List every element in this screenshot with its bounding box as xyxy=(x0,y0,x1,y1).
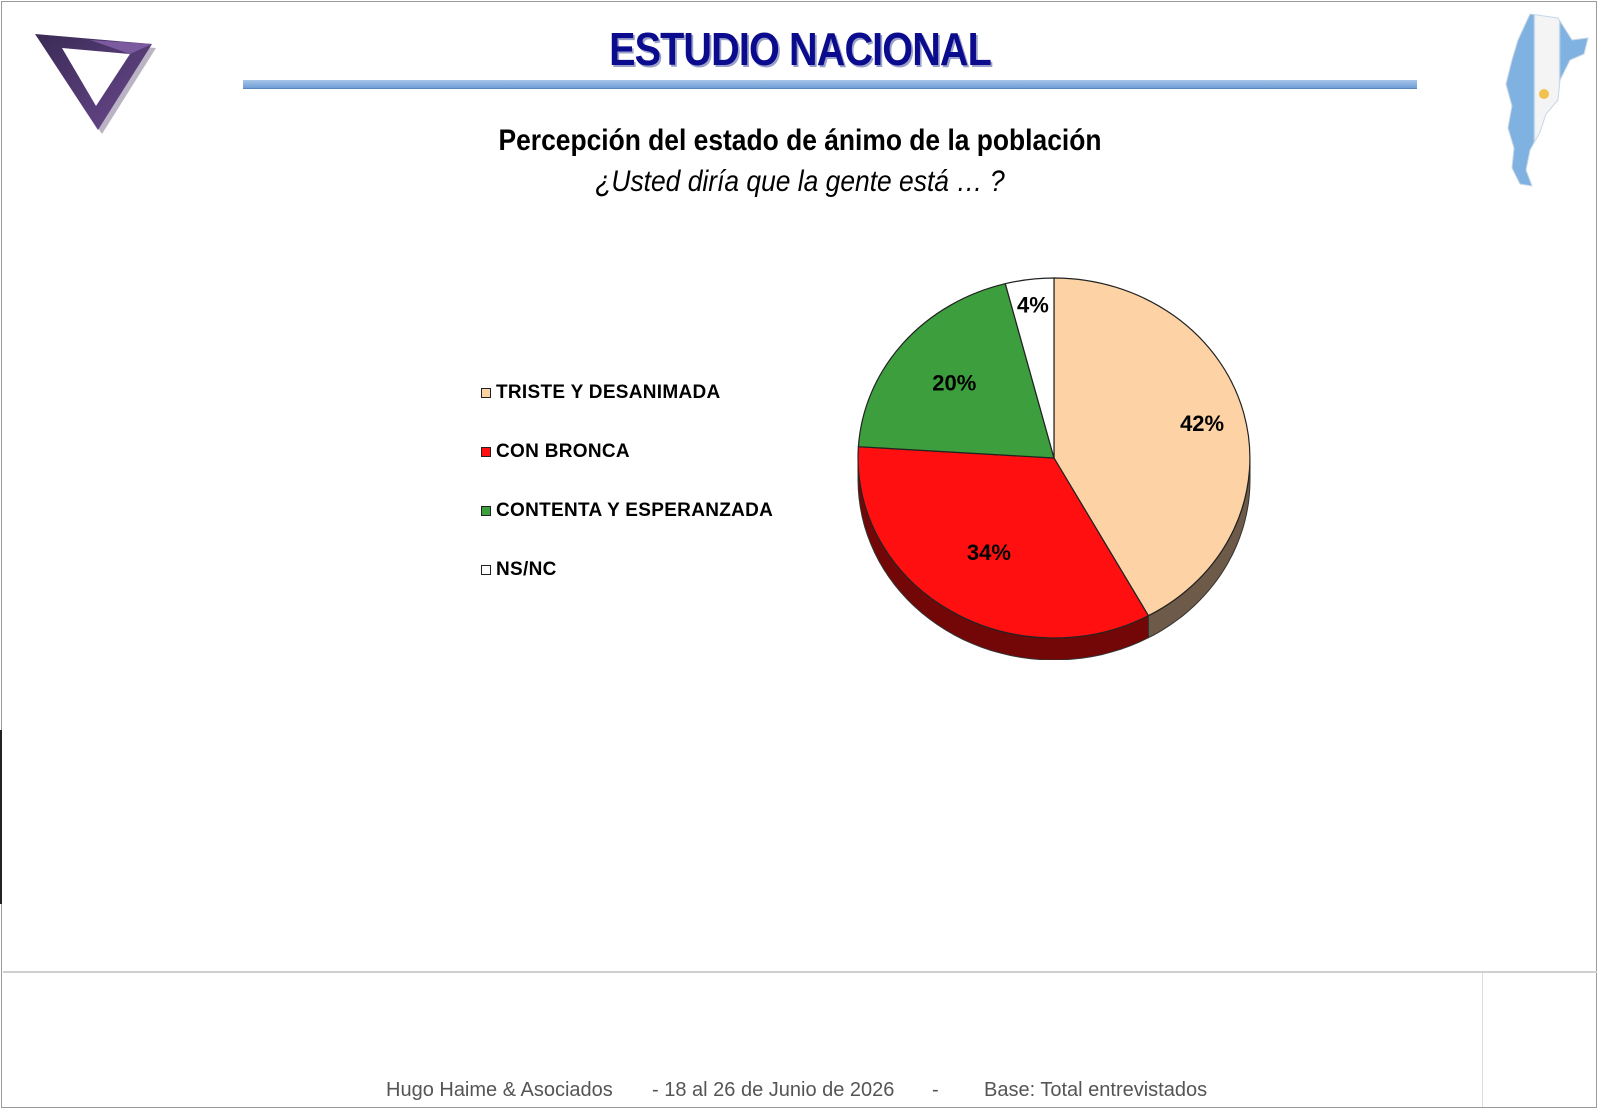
legend-item: CON BRONCA xyxy=(481,441,773,500)
footer-source: Hugo Haime & Asociados xyxy=(386,1079,613,1101)
left-edge-mark xyxy=(0,730,2,904)
footer-dash: - xyxy=(932,1079,939,1101)
pie-slice-label: 42% xyxy=(1180,411,1224,436)
pie-slice xyxy=(857,446,1150,639)
title-underline xyxy=(243,80,1417,89)
pie-slice xyxy=(857,282,1055,459)
footer-base: Base: Total entrevistados xyxy=(984,1079,1208,1101)
chart-title: Percepción del estado de ánimo de la pob… xyxy=(498,124,1102,157)
legend-swatch xyxy=(481,506,491,516)
pie-slice xyxy=(1053,277,1251,617)
pie-slice-label: 34% xyxy=(967,540,1011,565)
legend-item: NS/NC xyxy=(481,559,773,618)
legend-label: CONTENTA Y ESPERANZADA xyxy=(496,500,774,521)
argentina-flag-map-icon xyxy=(1505,13,1589,187)
legend-label: TRISTE Y DESANIMADA xyxy=(496,382,721,403)
chart-subtitle: ¿Usted diría que la gente está … ? xyxy=(595,165,1005,198)
pie-chart: 42% 34% 20% 4% xyxy=(857,277,1251,660)
chart-legend: TRISTE Y DESANIMADA CON BRONCA CONTENTA … xyxy=(481,382,773,618)
legend-label: CON BRONCA xyxy=(496,441,630,462)
legend-swatch xyxy=(481,388,491,398)
pie-slice-label: 4% xyxy=(1017,292,1049,317)
legend-swatch xyxy=(481,447,491,457)
legend-label: NS/NC xyxy=(496,559,557,580)
footer-divider xyxy=(3,971,1597,973)
legend-swatch xyxy=(481,565,491,575)
triangle-logo-icon xyxy=(35,34,156,134)
legend-item: CONTENTA Y ESPERANZADA xyxy=(481,500,773,559)
footer-separator xyxy=(1482,973,1483,1107)
footer-dates: - 18 al 26 de Junio de 2026 xyxy=(652,1079,895,1101)
legend-item: TRISTE Y DESANIMADA xyxy=(481,382,773,441)
pie-slice xyxy=(1004,277,1055,459)
main-title: ESTUDIO NACIONAL xyxy=(609,23,992,75)
pie-slice-label: 20% xyxy=(932,370,976,395)
